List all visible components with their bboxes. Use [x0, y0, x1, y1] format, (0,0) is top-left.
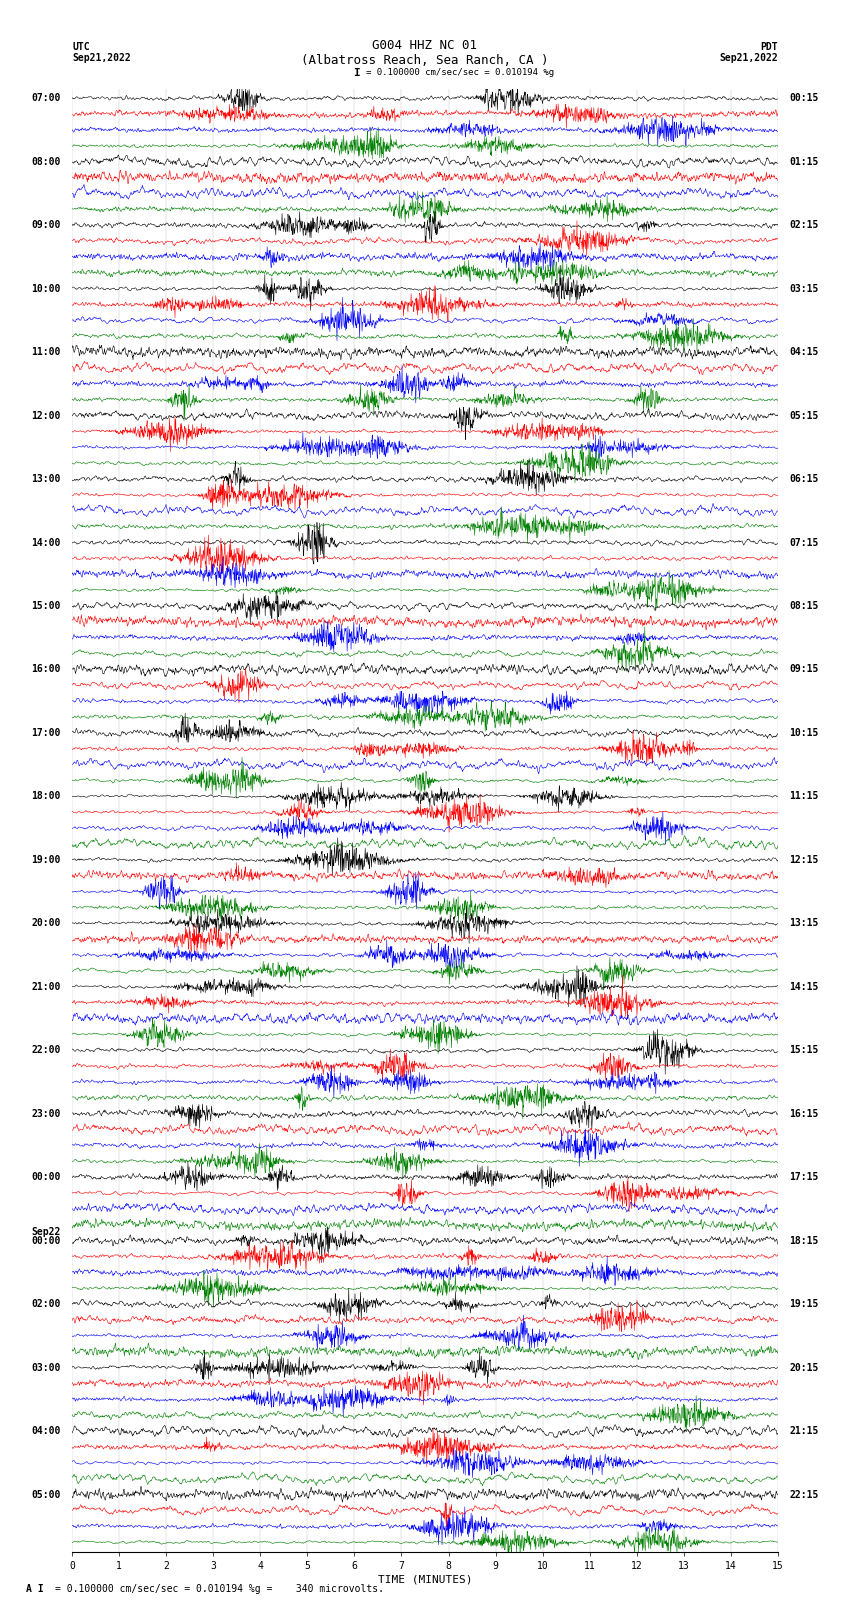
Text: 10:00: 10:00	[31, 284, 60, 294]
Text: Sep22: Sep22	[31, 1227, 60, 1237]
Text: 18:15: 18:15	[790, 1236, 819, 1245]
Text: = 0.100000 cm/sec/sec = 0.010194 %g =    340 microvolts.: = 0.100000 cm/sec/sec = 0.010194 %g = 34…	[55, 1584, 384, 1594]
Text: 17:00: 17:00	[31, 727, 60, 737]
Text: 13:00: 13:00	[31, 474, 60, 484]
Text: 08:00: 08:00	[31, 156, 60, 166]
Title: G004 HHZ NC 01
(Albatross Reach, Sea Ranch, CA ): G004 HHZ NC 01 (Albatross Reach, Sea Ran…	[301, 39, 549, 66]
Text: UTC: UTC	[72, 42, 90, 52]
Text: 11:15: 11:15	[790, 792, 819, 802]
Text: 00:00: 00:00	[31, 1173, 60, 1182]
Text: 14:00: 14:00	[31, 537, 60, 547]
Text: 16:00: 16:00	[31, 665, 60, 674]
Text: 12:00: 12:00	[31, 411, 60, 421]
X-axis label: TIME (MINUTES): TIME (MINUTES)	[377, 1574, 473, 1586]
Text: 06:15: 06:15	[790, 474, 819, 484]
Text: 08:15: 08:15	[790, 602, 819, 611]
Text: PDT: PDT	[760, 42, 778, 52]
Text: 00:15: 00:15	[790, 94, 819, 103]
Text: 23:00: 23:00	[31, 1108, 60, 1119]
Text: 15:15: 15:15	[790, 1045, 819, 1055]
Text: 22:00: 22:00	[31, 1045, 60, 1055]
Text: 10:15: 10:15	[790, 727, 819, 737]
Text: 18:00: 18:00	[31, 792, 60, 802]
Text: Sep21,2022: Sep21,2022	[72, 53, 131, 63]
Text: 09:15: 09:15	[790, 665, 819, 674]
Text: 00:00: 00:00	[31, 1236, 60, 1245]
Text: 02:15: 02:15	[790, 221, 819, 231]
Text: 04:00: 04:00	[31, 1426, 60, 1436]
Text: A I: A I	[26, 1584, 43, 1594]
Text: 09:00: 09:00	[31, 221, 60, 231]
Text: 05:00: 05:00	[31, 1489, 60, 1500]
Text: 21:15: 21:15	[790, 1426, 819, 1436]
Text: 20:15: 20:15	[790, 1363, 819, 1373]
Text: 04:15: 04:15	[790, 347, 819, 356]
Text: 03:15: 03:15	[790, 284, 819, 294]
Text: 19:15: 19:15	[790, 1298, 819, 1310]
Text: 15:00: 15:00	[31, 602, 60, 611]
Text: 11:00: 11:00	[31, 347, 60, 356]
Text: 13:15: 13:15	[790, 918, 819, 929]
Text: 01:15: 01:15	[790, 156, 819, 166]
Text: 07:15: 07:15	[790, 537, 819, 547]
Text: 19:00: 19:00	[31, 855, 60, 865]
Text: 12:15: 12:15	[790, 855, 819, 865]
Text: 17:15: 17:15	[790, 1173, 819, 1182]
Text: 02:00: 02:00	[31, 1298, 60, 1310]
Text: 16:15: 16:15	[790, 1108, 819, 1119]
Text: 22:15: 22:15	[790, 1489, 819, 1500]
Text: 05:15: 05:15	[790, 411, 819, 421]
Text: 20:00: 20:00	[31, 918, 60, 929]
Text: 07:00: 07:00	[31, 94, 60, 103]
Text: Sep21,2022: Sep21,2022	[719, 53, 778, 63]
Text: 03:00: 03:00	[31, 1363, 60, 1373]
Text: 21:00: 21:00	[31, 982, 60, 992]
Text: 14:15: 14:15	[790, 982, 819, 992]
Text: I: I	[354, 68, 360, 77]
Text: = 0.100000 cm/sec/sec = 0.010194 %g: = 0.100000 cm/sec/sec = 0.010194 %g	[366, 68, 553, 77]
